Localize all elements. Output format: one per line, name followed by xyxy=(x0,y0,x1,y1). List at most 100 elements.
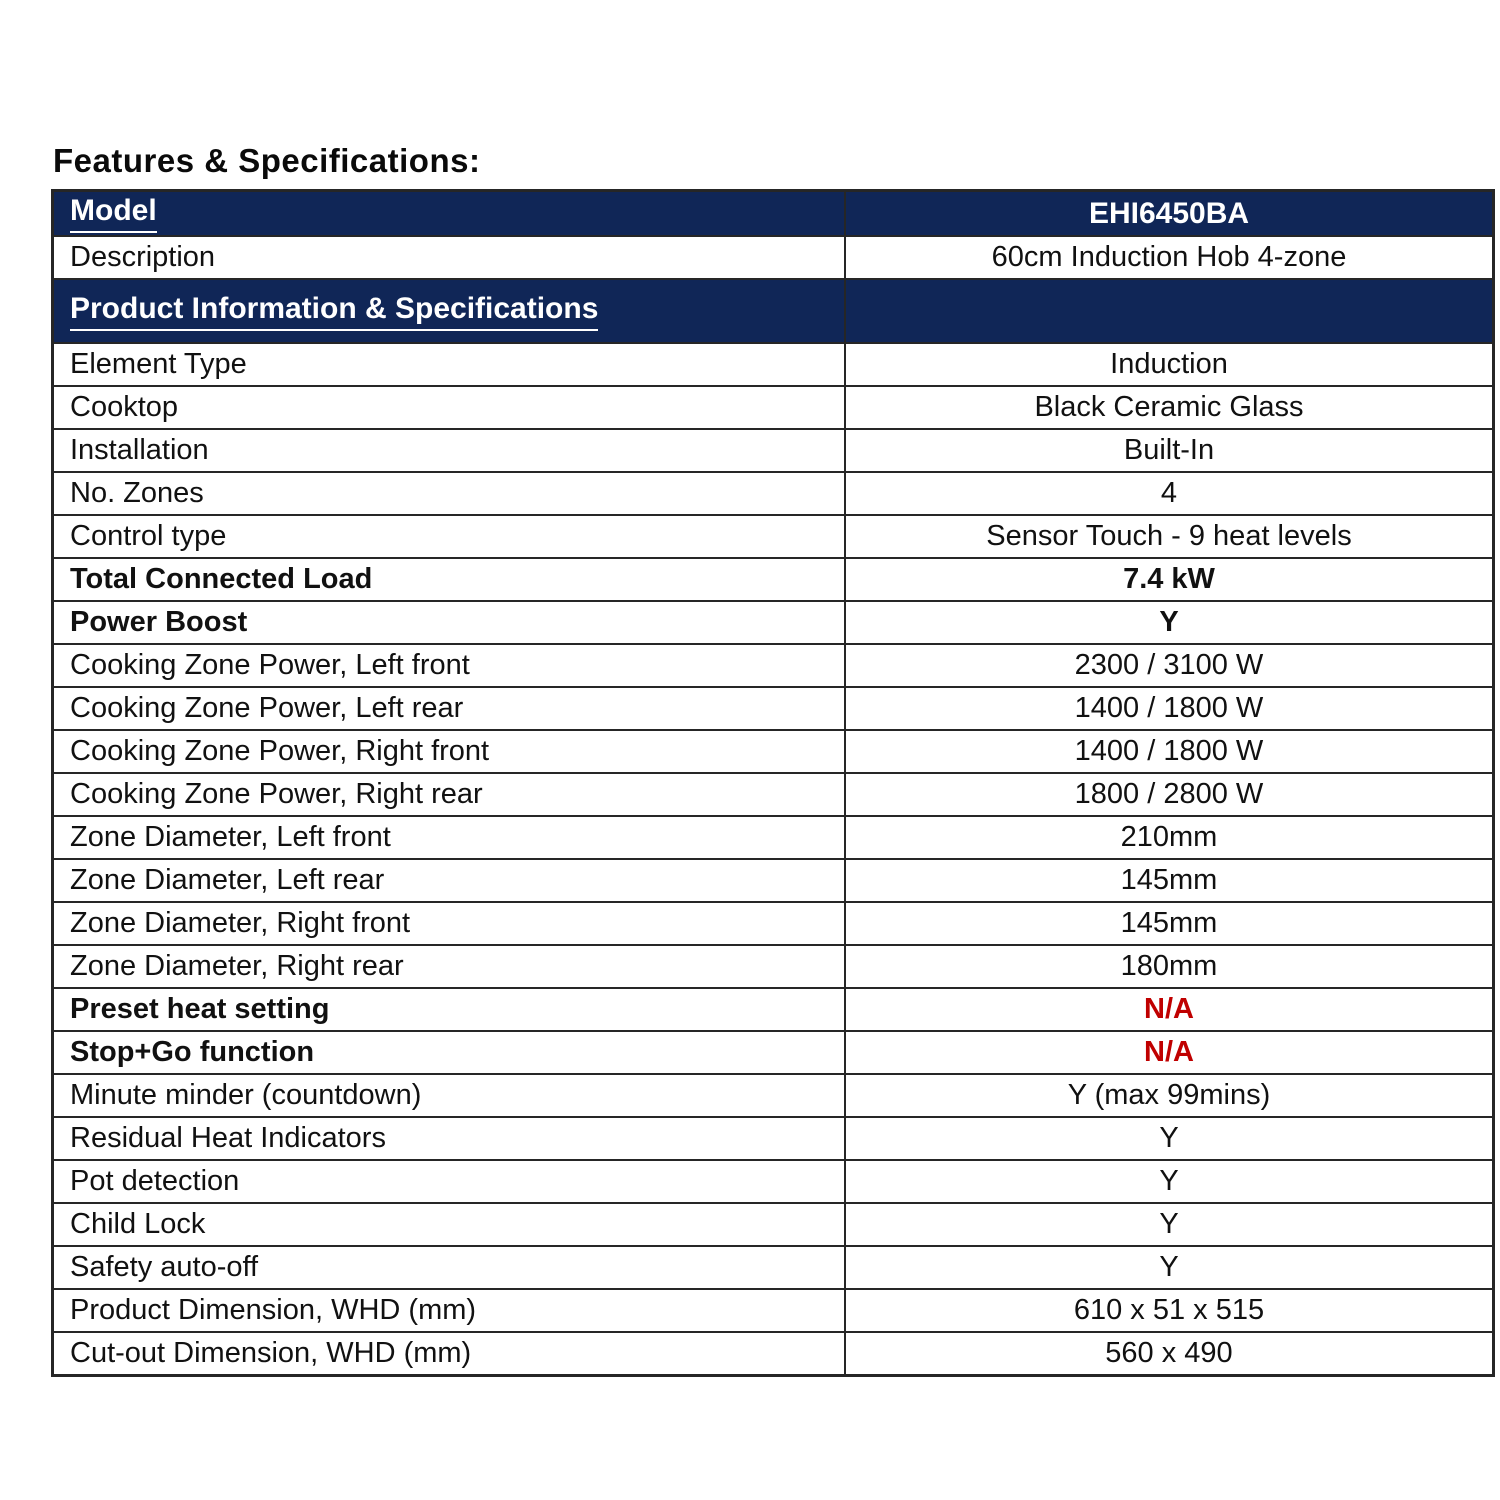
spec-label-cell: Model xyxy=(51,189,846,237)
spec-value-text: Y xyxy=(1159,1165,1179,1197)
spec-label-cell: No. Zones xyxy=(51,471,846,516)
spec-label-cell: Total Connected Load xyxy=(51,557,846,602)
spec-sheet: Features & Specifications: Model EHI6450B… xyxy=(51,142,1495,1377)
spec-value-cell: Y xyxy=(844,1202,1495,1247)
spec-label-cell: Product Dimension, WHD (mm) xyxy=(51,1288,846,1333)
spec-row: Control type Sensor Touch - 9 heat levels xyxy=(51,514,1495,559)
spec-label-text: Cooking Zone Power, Right front xyxy=(70,735,490,767)
spec-label-text: No. Zones xyxy=(70,477,204,509)
spec-label-cell: Minute minder (countdown) xyxy=(51,1073,846,1118)
spec-value-cell: 1400 / 1800 W xyxy=(844,729,1495,774)
spec-label-cell: Cooking Zone Power, Right front xyxy=(51,729,846,774)
spec-value-cell: Built-In xyxy=(844,428,1495,473)
spec-label-text: Zone Diameter, Right front xyxy=(70,907,411,939)
spec-label-cell: Preset heat setting xyxy=(51,987,846,1032)
spec-value-cell: 4 xyxy=(844,471,1495,516)
spec-label-text: Zone Diameter, Left rear xyxy=(70,864,385,896)
spec-value-text: Black Ceramic Glass xyxy=(1034,391,1304,423)
spec-value-cell: 7.4 kW xyxy=(844,557,1495,602)
spec-value-cell: 60cm Induction Hob 4-zone xyxy=(844,235,1495,280)
spec-row: Safety auto-off Y xyxy=(51,1245,1495,1290)
spec-row: Zone Diameter, Left rear 145mm xyxy=(51,858,1495,903)
spec-value-cell: Y (max 99mins) xyxy=(844,1073,1495,1118)
spec-value-text: 60cm Induction Hob 4-zone xyxy=(991,241,1347,273)
spec-value-text: N/A xyxy=(1144,1036,1194,1068)
spec-label-cell: Zone Diameter, Right rear xyxy=(51,944,846,989)
spec-label-cell: Cooktop xyxy=(51,385,846,430)
spec-row: Minute minder (countdown) Y (max 99mins) xyxy=(51,1073,1495,1118)
spec-label-text: Model xyxy=(70,194,157,233)
spec-label-cell: Zone Diameter, Right front xyxy=(51,901,846,946)
spec-value-text: Y (max 99mins) xyxy=(1067,1079,1271,1111)
spec-value-text: 145mm xyxy=(1120,907,1218,939)
spec-value-text: Induction xyxy=(1110,348,1228,380)
spec-value-cell: 210mm xyxy=(844,815,1495,860)
spec-label-text: Product Dimension, WHD (mm) xyxy=(70,1294,477,1326)
spec-value-cell: EHI6450BA xyxy=(844,189,1495,237)
spec-value-text: EHI6450BA xyxy=(1088,196,1250,230)
spec-value-text: 1400 / 1800 W xyxy=(1074,735,1264,767)
spec-value-text: Built-In xyxy=(1123,434,1215,466)
spec-value-text: 180mm xyxy=(1120,950,1218,982)
spec-value-text: 145mm xyxy=(1120,864,1218,896)
spec-label-cell: Control type xyxy=(51,514,846,559)
spec-label-cell: Zone Diameter, Left front xyxy=(51,815,846,860)
spec-value-cell: Y xyxy=(844,1245,1495,1290)
spec-value-cell: Y xyxy=(844,1159,1495,1204)
spec-value-cell: Y xyxy=(844,1116,1495,1161)
spec-label-text: Cut-out Dimension, WHD (mm) xyxy=(70,1337,472,1369)
spec-label-cell: Element Type xyxy=(51,342,846,387)
spec-label-cell: Zone Diameter, Left rear xyxy=(51,858,846,903)
spec-label-text: Preset heat setting xyxy=(70,993,330,1025)
spec-label-text: Element Type xyxy=(70,348,247,380)
spec-value-cell: 1400 / 1800 W xyxy=(844,686,1495,731)
spec-label-cell: Description xyxy=(51,235,846,280)
spec-label-cell: Cooking Zone Power, Left rear xyxy=(51,686,846,731)
spec-label-text: Product Information & Specifications xyxy=(70,292,599,331)
spec-value-text: Y xyxy=(1159,1122,1179,1154)
spec-value-cell: 145mm xyxy=(844,901,1495,946)
spec-value-text: Y xyxy=(1159,1251,1179,1283)
spec-label-text: Installation xyxy=(70,434,209,466)
spec-row: Pot detection Y xyxy=(51,1159,1495,1204)
spec-label-cell: Pot detection xyxy=(51,1159,846,1204)
spec-table: Model EHI6450BA Description 60cm Induction … xyxy=(51,189,1495,1377)
spec-value-text: 560 x 490 xyxy=(1105,1337,1233,1369)
spec-label-text: Cooking Zone Power, Left rear xyxy=(70,692,464,724)
spec-value-cell: N/A xyxy=(844,1030,1495,1075)
spec-label-text: Safety auto-off xyxy=(70,1251,259,1283)
spec-value-cell: 610 x 51 x 515 xyxy=(844,1288,1495,1333)
spec-value-cell: Induction xyxy=(844,342,1495,387)
spec-value-cell: 145mm xyxy=(844,858,1495,903)
spec-row: Zone Diameter, Right rear 180mm xyxy=(51,944,1495,989)
spec-value-cell: Y xyxy=(844,600,1495,645)
spec-row: Child Lock Y xyxy=(51,1202,1495,1247)
spec-value-text: Sensor Touch - 9 heat levels xyxy=(986,520,1352,552)
spec-row: Model EHI6450BA xyxy=(51,189,1495,237)
page-title: Features & Specifications: xyxy=(53,142,481,179)
spec-value-cell: Black Ceramic Glass xyxy=(844,385,1495,430)
spec-row: Residual Heat Indicators Y xyxy=(51,1116,1495,1161)
spec-label-text: Power Boost xyxy=(70,606,248,638)
spec-value-cell: Sensor Touch - 9 heat levels xyxy=(844,514,1495,559)
spec-value-text: 610 x 51 x 515 xyxy=(1073,1294,1265,1326)
spec-label-text: Cooking Zone Power, Left front xyxy=(70,649,470,681)
spec-row: Total Connected Load 7.4 kW xyxy=(51,557,1495,602)
spec-value-text: N/A xyxy=(1144,993,1194,1025)
spec-label-text: Cooking Zone Power, Right rear xyxy=(70,778,483,810)
spec-label-cell: Cooking Zone Power, Right rear xyxy=(51,772,846,817)
spec-row: Preset heat setting N/A xyxy=(51,987,1495,1032)
spec-value-cell: 180mm xyxy=(844,944,1495,989)
spec-label-text: Residual Heat Indicators xyxy=(70,1122,386,1154)
spec-row: Cooking Zone Power, Left rear 1400 / 1800… xyxy=(51,686,1495,731)
spec-row: Power Boost Y xyxy=(51,600,1495,645)
spec-value-cell: 1800 / 2800 W xyxy=(844,772,1495,817)
spec-row: Cooking Zone Power, Right rear 1800 / 280… xyxy=(51,772,1495,817)
spec-value-cell xyxy=(844,278,1495,344)
spec-table-body: Model EHI6450BA Description 60cm Induction … xyxy=(51,189,1495,1377)
spec-label-cell: Power Boost xyxy=(51,600,846,645)
spec-value-text: 1800 / 2800 W xyxy=(1074,778,1264,810)
spec-row: Description 60cm Induction Hob 4-zone xyxy=(51,235,1495,280)
spec-label-cell: Installation xyxy=(51,428,846,473)
